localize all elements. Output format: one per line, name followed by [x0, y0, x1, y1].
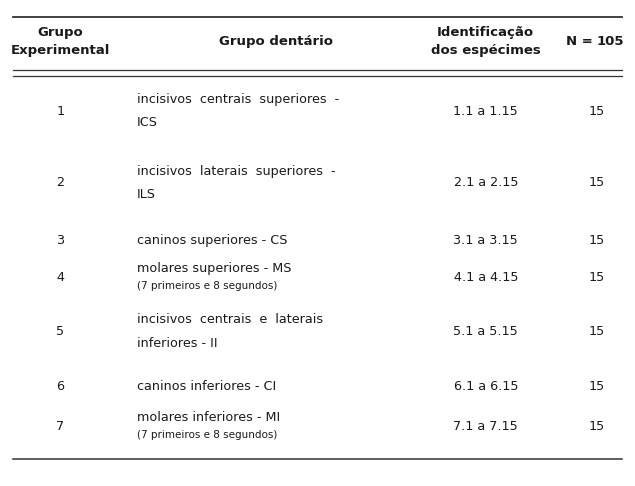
Text: 6.1 a 6.15: 6.1 a 6.15 [453, 380, 518, 393]
Text: 4.1 a 4.15: 4.1 a 4.15 [453, 271, 518, 283]
Text: 4: 4 [57, 271, 64, 283]
Text: N =: N = [566, 35, 597, 48]
Text: 1: 1 [57, 105, 64, 118]
Text: 15: 15 [589, 271, 605, 283]
Text: incisivos  centrais  superiores  -: incisivos centrais superiores - [137, 93, 339, 106]
Text: Grupo: Grupo [37, 26, 83, 39]
Text: 15: 15 [589, 325, 605, 338]
Text: molares superiores - MS: molares superiores - MS [137, 262, 291, 275]
Text: 3: 3 [57, 234, 64, 247]
Text: 15: 15 [589, 176, 605, 189]
Text: 15: 15 [589, 420, 605, 433]
Text: molares inferiores - MI: molares inferiores - MI [137, 412, 280, 424]
Text: 105: 105 [597, 35, 624, 48]
Text: 7: 7 [57, 420, 64, 433]
Text: 5: 5 [57, 325, 64, 338]
Text: caninos superiores - CS: caninos superiores - CS [137, 234, 287, 247]
Text: 2.1 a 2.15: 2.1 a 2.15 [453, 176, 518, 189]
Text: 6: 6 [57, 380, 64, 393]
Text: 2: 2 [57, 176, 64, 189]
Text: 3.1 a 3.15: 3.1 a 3.15 [453, 234, 518, 247]
Text: ICS: ICS [137, 116, 157, 129]
Text: incisivos  laterais  superiores  -: incisivos laterais superiores - [137, 165, 335, 177]
Text: 15: 15 [589, 234, 605, 247]
Text: caninos inferiores - CI: caninos inferiores - CI [137, 380, 276, 393]
Text: Grupo dentário: Grupo dentário [219, 35, 333, 48]
Text: incisivos  centrais  e  laterais: incisivos centrais e laterais [137, 313, 323, 326]
Text: dos espécimes: dos espécimes [431, 44, 540, 56]
Text: (7 primeiros e 8 segundos): (7 primeiros e 8 segundos) [137, 281, 277, 291]
Text: (7 primeiros e 8 segundos): (7 primeiros e 8 segundos) [137, 431, 277, 440]
Text: Experimental: Experimental [11, 44, 110, 56]
Text: Identificação: Identificação [438, 26, 534, 39]
Text: 15: 15 [589, 380, 605, 393]
Text: 15: 15 [589, 105, 605, 118]
Text: 1.1 a 1.15: 1.1 a 1.15 [453, 105, 518, 118]
Text: 5.1 a 5.15: 5.1 a 5.15 [453, 325, 518, 338]
Text: ILS: ILS [137, 188, 156, 201]
Text: 7.1 a 7.15: 7.1 a 7.15 [453, 420, 518, 433]
Text: inferiores - II: inferiores - II [137, 337, 217, 349]
